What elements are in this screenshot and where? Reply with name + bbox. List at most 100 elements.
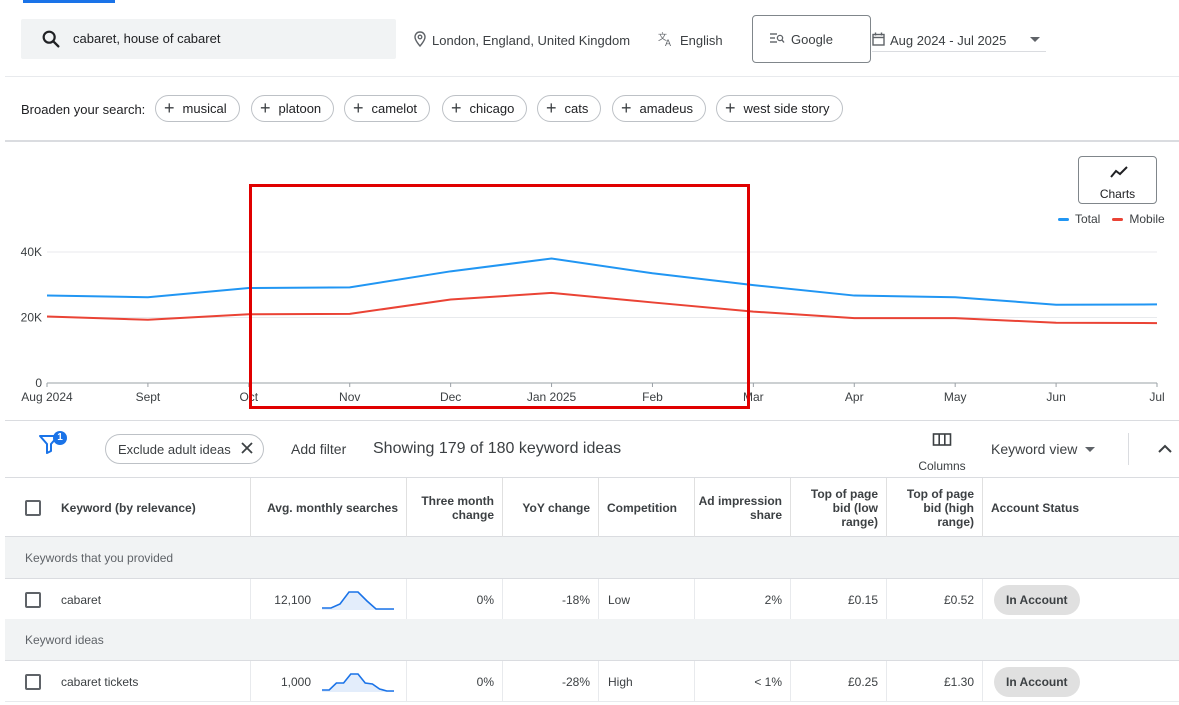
plus-icon: + <box>353 97 364 118</box>
header-bid-high[interactable]: Top of page bid (high range) <box>906 487 974 529</box>
exclude-adult-label: Exclude adult ideas <box>118 441 231 457</box>
broaden-chip[interactable]: + amadeus <box>612 95 706 122</box>
row-checkbox[interactable] <box>25 661 55 702</box>
x-tick-label: Nov <box>339 390 360 404</box>
in-account-badge[interactable]: In Account <box>994 584 1080 615</box>
svg-text:A: A <box>665 38 671 47</box>
competition-cell: High <box>608 674 633 689</box>
broaden-chip[interactable]: + cats <box>537 95 602 122</box>
row-checkbox[interactable] <box>25 579 55 620</box>
column-divider <box>790 579 791 620</box>
select-all-checkbox[interactable] <box>25 478 55 538</box>
three-month-cell: 0% <box>476 592 494 607</box>
column-divider <box>694 478 695 538</box>
avg-searches-cell: 12,100 <box>274 592 311 607</box>
table-row[interactable]: cabaret 12,100 0% -18% Low 2% £0.15 £0.5… <box>5 579 1179 620</box>
column-divider <box>982 579 983 620</box>
plus-icon: + <box>546 97 557 118</box>
table-row[interactable]: cabaret tickets 1,000 0% -28% High < 1% … <box>5 661 1179 702</box>
sparkline-area <box>322 592 394 610</box>
active-tab-indicator <box>23 0 115 3</box>
trend-sparkline <box>322 591 394 610</box>
column-divider <box>598 478 599 538</box>
search-input[interactable]: cabaret, house of cabaret <box>21 19 396 59</box>
charts-button[interactable]: Charts <box>1078 156 1157 204</box>
filter-count-badge: 1 <box>53 431 67 445</box>
series-line-mobile <box>46 291 1158 325</box>
column-divider <box>694 661 695 702</box>
column-divider <box>502 661 503 702</box>
broaden-chip[interactable]: + camelot <box>344 95 431 122</box>
bid-high-cell: £0.52 <box>943 592 974 607</box>
x-tick-label: Apr <box>845 390 864 404</box>
column-divider <box>694 579 695 620</box>
legend-swatch-total <box>1058 217 1069 221</box>
columns-label: Columns <box>918 459 966 473</box>
ad-share-cell: 2% <box>764 592 782 607</box>
columns-button[interactable]: Columns <box>914 432 970 473</box>
header-keyword[interactable]: Keyword (by relevance) <box>61 501 196 515</box>
column-divider <box>982 661 983 702</box>
broaden-chip[interactable]: + platoon <box>251 95 335 122</box>
location-selector[interactable]: London, England, United Kingdom <box>414 31 630 50</box>
group-header: Keyword ideas <box>5 619 1179 661</box>
column-divider <box>982 478 983 538</box>
plus-icon: + <box>260 97 271 118</box>
x-tick-label: Jul <box>1149 390 1164 404</box>
plus-icon: + <box>621 97 632 118</box>
column-divider <box>502 579 503 620</box>
chart-panel <box>5 142 1179 420</box>
y-tick-label: 0 <box>35 376 42 390</box>
svg-text:文: 文 <box>658 31 667 42</box>
divider <box>5 140 1179 142</box>
broaden-chip[interactable]: + musical <box>155 95 240 122</box>
status-cell: In Account <box>994 661 1080 702</box>
header-bid-low[interactable]: Top of page bid (low range) <box>810 487 878 529</box>
location-pin-icon <box>414 31 426 50</box>
close-icon[interactable] <box>241 441 253 457</box>
x-tick-label: Feb <box>642 390 663 404</box>
exclude-adult-chip[interactable]: Exclude adult ideas <box>105 434 264 464</box>
y-tick-label: 40K <box>21 245 42 259</box>
header-yoy-change[interactable]: YoY change <box>522 501 590 515</box>
column-divider <box>598 579 599 620</box>
header-avg-monthly-searches[interactable]: Avg. monthly searches <box>267 501 398 515</box>
divider <box>1128 433 1129 465</box>
keyword-view-label: Keyword view <box>991 441 1078 457</box>
add-filter-button[interactable]: Add filter <box>291 441 347 457</box>
trend-sparkline <box>322 673 394 692</box>
in-account-badge[interactable]: In Account <box>994 666 1080 697</box>
search-network-button[interactable]: Google <box>752 15 871 63</box>
column-divider <box>790 661 791 702</box>
header-ad-impression-share[interactable]: Ad impression share <box>698 494 782 522</box>
location-label: London, England, United Kingdom <box>432 33 631 48</box>
x-tick-label: Aug 2024 <box>21 390 73 404</box>
keyword-view-dropdown[interactable]: Keyword view <box>991 441 1096 457</box>
sparkline-line <box>322 591 394 610</box>
language-label: English <box>680 33 723 48</box>
column-divider <box>406 478 407 538</box>
date-range-selector[interactable]: Aug 2024 - Jul 2025 <box>872 30 1046 52</box>
plus-icon: + <box>725 97 736 118</box>
header-three-month-change[interactable]: Three month change <box>421 494 494 522</box>
group-header: Keywords that you provided <box>5 537 1179 579</box>
header-competition[interactable]: Competition <box>607 501 677 515</box>
x-tick-label: Jan 2025 <box>527 390 577 404</box>
bid-low-cell: £0.25 <box>847 674 878 689</box>
date-range-label: Aug 2024 - Jul 2025 <box>890 33 1007 48</box>
column-divider <box>250 478 251 538</box>
header-account-status[interactable]: Account Status <box>991 501 1080 515</box>
chevron-up-icon[interactable] <box>1158 442 1172 457</box>
ad-share-cell: < 1% <box>754 674 782 689</box>
table-header: Keyword (by relevance) Avg. monthly sear… <box>5 477 1179 538</box>
bid-high-cell: £1.30 <box>943 674 974 689</box>
chevron-down-icon <box>1085 446 1096 452</box>
chevron-down-icon <box>1030 37 1040 42</box>
keyword-cell: cabaret tickets <box>61 674 139 689</box>
broaden-chip[interactable]: + west side story <box>716 95 843 122</box>
legend-label-total: Total <box>1075 212 1101 226</box>
keyword-cell: cabaret <box>61 592 102 607</box>
broaden-chip[interactable]: + chicago <box>442 95 528 122</box>
column-divider <box>502 478 503 538</box>
